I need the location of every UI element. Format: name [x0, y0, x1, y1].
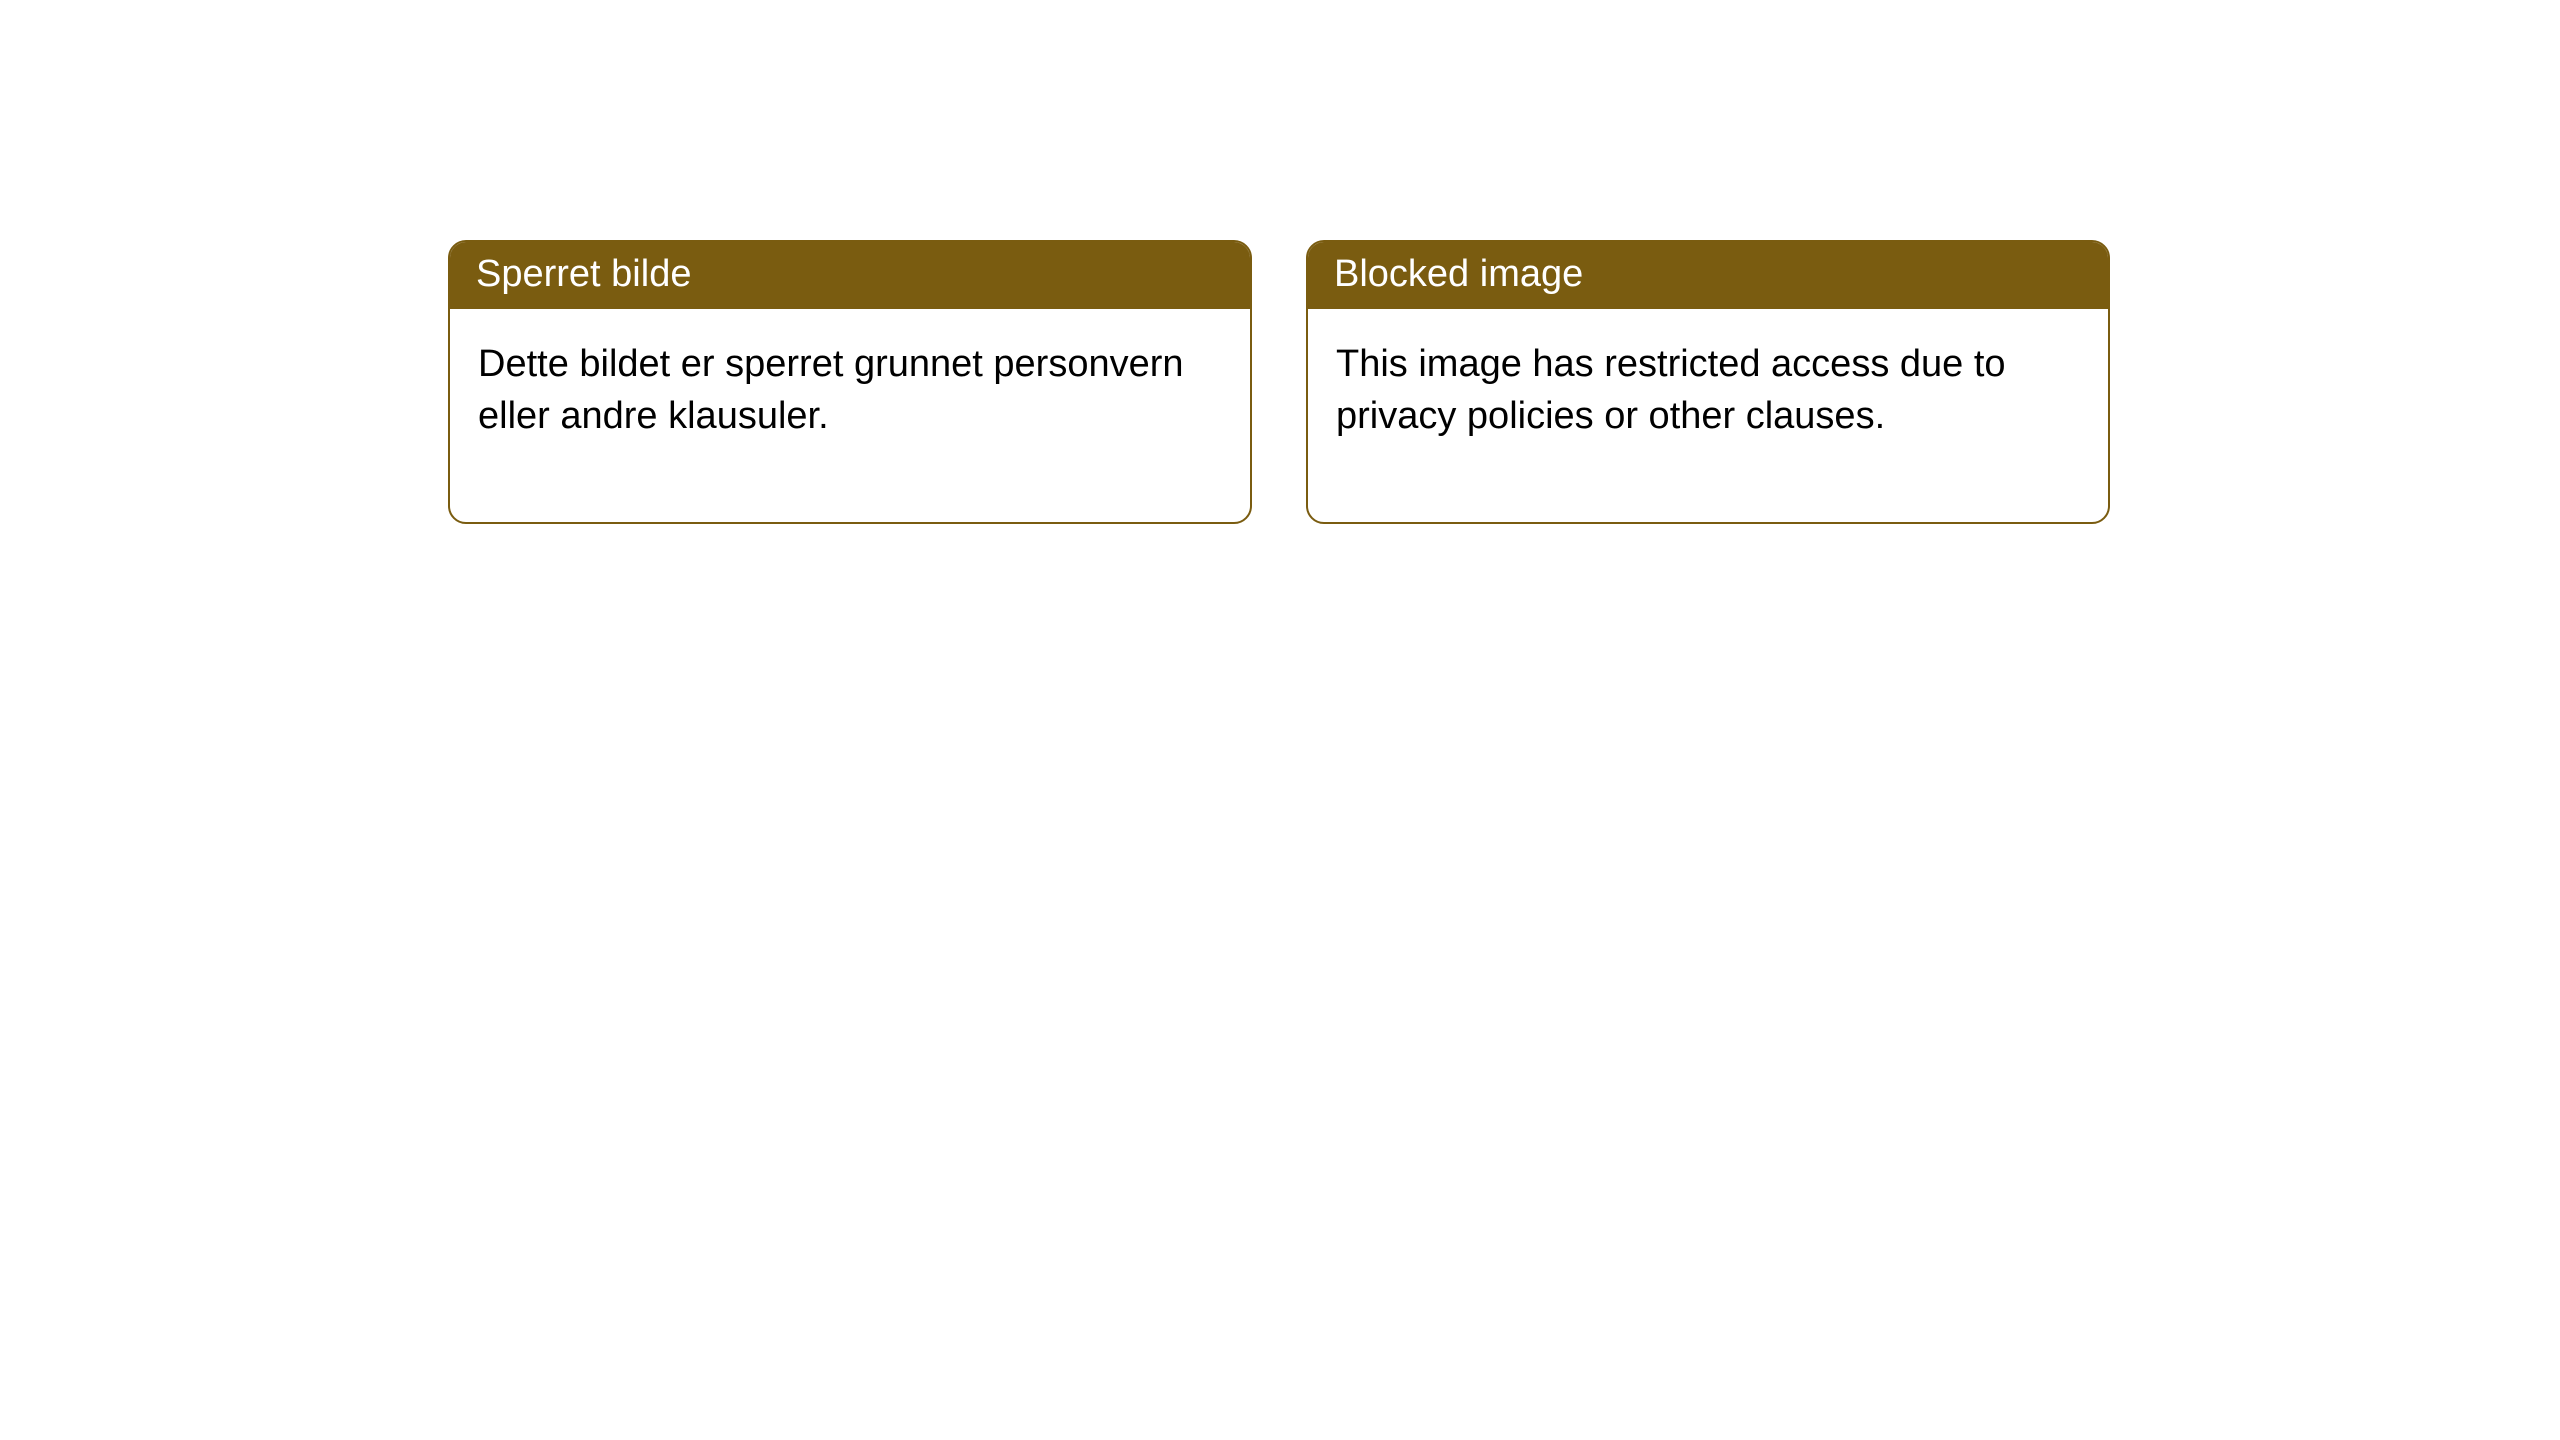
notice-title: Blocked image — [1334, 253, 1583, 295]
notice-card-norwegian: Sperret bilde Dette bildet er sperret gr… — [448, 240, 1252, 524]
notice-title: Sperret bilde — [476, 253, 691, 295]
notice-body: This image has restricted access due to … — [1308, 309, 2108, 522]
notice-card-english: Blocked image This image has restricted … — [1306, 240, 2110, 524]
notice-text: This image has restricted access due to … — [1336, 343, 2006, 436]
notice-container: Sperret bilde Dette bildet er sperret gr… — [0, 0, 2560, 524]
notice-header: Sperret bilde — [450, 242, 1250, 309]
notice-body: Dette bildet er sperret grunnet personve… — [450, 309, 1250, 522]
notice-text: Dette bildet er sperret grunnet personve… — [478, 343, 1184, 436]
notice-header: Blocked image — [1308, 242, 2108, 309]
